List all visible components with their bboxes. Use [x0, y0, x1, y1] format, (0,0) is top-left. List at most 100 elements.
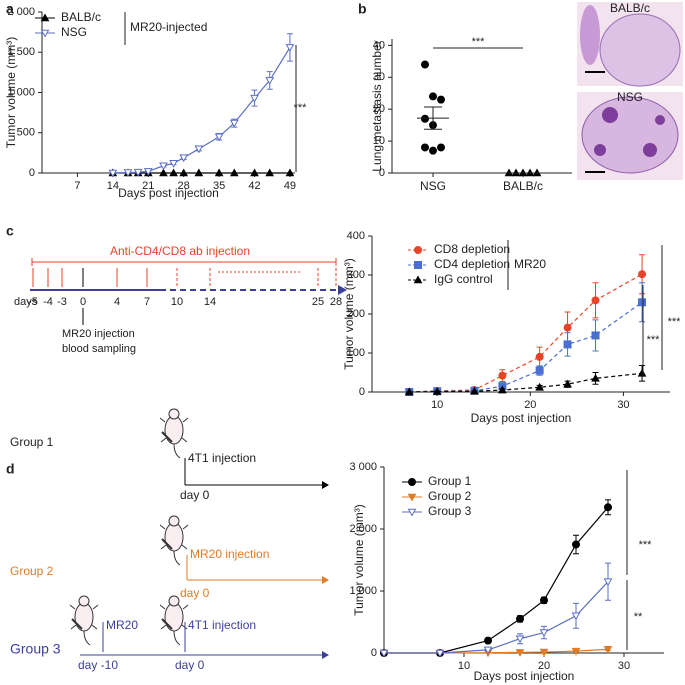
panel-label: d [6, 461, 15, 477]
marker [470, 386, 479, 395]
legend-label: BALB/c [61, 10, 101, 24]
sem-bar [424, 106, 442, 130]
marker [437, 95, 445, 104]
event-label: 4T1 injection [188, 451, 256, 465]
marker [143, 168, 153, 176]
marker [498, 371, 507, 380]
marker [429, 146, 437, 155]
marker [40, 29, 50, 38]
series-line [112, 47, 291, 174]
marker [214, 168, 224, 177]
y-tick-label: 0 [29, 167, 35, 179]
timeline [30, 258, 347, 325]
event-label: 4T1 injection [188, 618, 256, 632]
marker [437, 143, 445, 152]
y-tick-label: 400 [347, 230, 365, 242]
x-tick-label: NSG [420, 179, 446, 193]
panel-label: b [358, 1, 367, 17]
marker [250, 168, 259, 177]
group-label: Group 1 [10, 435, 54, 449]
y-tick-label: 2 000 [349, 523, 377, 535]
y-tick-label: 1 500 [7, 46, 35, 58]
x-tick-label: 10 [458, 660, 470, 672]
event-label: MR20 injection [190, 547, 269, 561]
marker [407, 508, 417, 517]
series-line [409, 301, 643, 393]
day-label: 14 [204, 296, 216, 308]
legend-title: MR20-injected [130, 20, 207, 34]
panel-label: a [6, 1, 14, 17]
marker [535, 382, 544, 391]
x-tick-label: 42 [248, 180, 260, 192]
marker [108, 169, 118, 178]
marker [563, 379, 572, 388]
marker [123, 169, 133, 178]
marker [515, 649, 525, 657]
significance: *** [472, 36, 486, 48]
group-label: Group 2 [10, 564, 54, 578]
group-label: Group 3 [10, 641, 61, 657]
x-tick-label: 10 [431, 399, 443, 411]
y-tick-label: 1 000 [349, 585, 377, 597]
marker [591, 296, 600, 305]
y-tick-label: 300 [347, 269, 365, 281]
marker [229, 168, 239, 177]
legend-label: Group 3 [428, 504, 472, 518]
x-tick-label: 21 [142, 180, 154, 192]
marker [179, 154, 189, 163]
marker [571, 647, 581, 656]
event-label: day 0 [180, 488, 210, 502]
marker [414, 261, 422, 269]
x-tick-label: 49 [284, 180, 296, 192]
legend-label: IgG control [434, 272, 493, 286]
y-tick-label: 0 [379, 167, 385, 179]
legend-label: CD4 depletion [434, 257, 510, 271]
marker [429, 92, 437, 101]
marker [563, 323, 572, 332]
significance: *** [294, 102, 308, 114]
panel-label: c [6, 223, 14, 239]
marker [563, 340, 572, 349]
series-line [409, 372, 643, 393]
marker [159, 162, 168, 171]
marker [169, 168, 178, 177]
legend-label: Group 1 [428, 474, 472, 488]
y-tick-label: 2 000 [7, 6, 35, 18]
marker [407, 493, 417, 502]
marker [40, 13, 50, 22]
marker [379, 649, 389, 658]
marker [432, 387, 442, 395]
marker [571, 612, 581, 621]
day-label: -5 [28, 296, 38, 308]
histology-label: NSG [617, 90, 643, 104]
event-label: MR20 injection [62, 328, 135, 340]
y-tick-label: 30 [373, 71, 385, 83]
marker [498, 385, 507, 394]
significance: *** [639, 539, 653, 551]
marker [535, 352, 544, 361]
series-line [409, 273, 643, 393]
marker [591, 373, 600, 382]
timeline-title: Anti-CD4/CD8 ab injection [110, 244, 250, 258]
marker [133, 168, 143, 177]
days-label: days [14, 296, 38, 308]
histology [577, 2, 683, 180]
x-tick-label: 35 [213, 180, 225, 192]
significance: ** [634, 611, 643, 623]
day-label: -4 [43, 296, 53, 308]
marker [265, 77, 275, 85]
marker [638, 270, 647, 279]
marker [408, 478, 416, 486]
day-label: 28 [330, 296, 342, 308]
marker [603, 578, 613, 587]
legend-title: MR20 [514, 257, 546, 271]
y-tick-label: 10 [373, 135, 385, 147]
marker [603, 645, 613, 654]
event-label: MR20 [106, 618, 138, 632]
marker [638, 298, 647, 307]
marker [169, 160, 178, 168]
marker [435, 649, 445, 658]
day-label: 0 [80, 296, 86, 308]
